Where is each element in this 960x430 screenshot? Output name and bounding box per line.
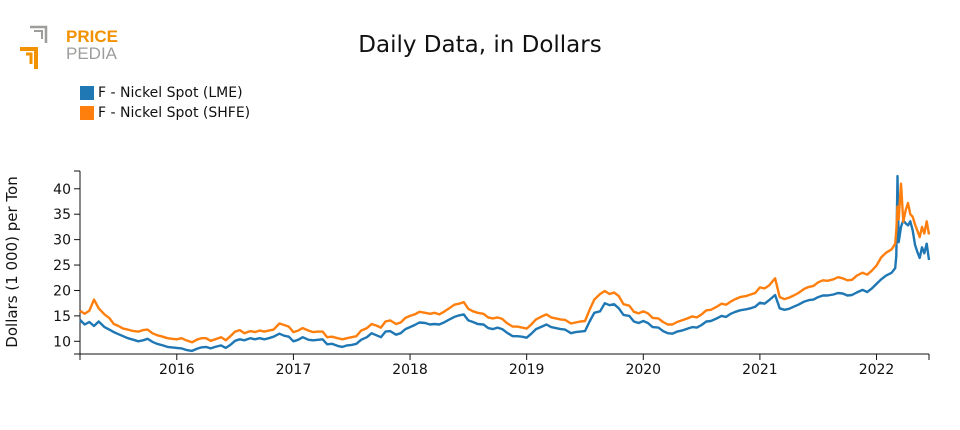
y-tick-label: 10	[53, 334, 71, 350]
x-axis: 2016 2017 2018 2019 2020 2021 2022	[79, 353, 930, 378]
x-tick-2018: 2018	[392, 354, 428, 378]
x-tick-label: 2022	[859, 362, 895, 378]
y-tick-20: 20	[53, 283, 80, 299]
y-axis-label: Dollars (1 000) per Ton	[3, 176, 21, 347]
legend-item-lme[interactable]: F - Nickel Spot (LME)	[80, 83, 250, 103]
x-tick-label: 2019	[509, 362, 545, 378]
x-tick-label: 2016	[159, 362, 195, 378]
x-tick-2022: 2022	[859, 354, 895, 378]
legend-item-shfe[interactable]: F - Nickel Spot (SHFE)	[80, 103, 250, 123]
x-tick-label: 2021	[742, 362, 778, 378]
y-tick-label: 40	[53, 182, 71, 198]
y-tick-30: 30	[53, 233, 80, 249]
x-tick-2016: 2016	[159, 354, 195, 378]
chart-title: Daily Data, in Dollars	[358, 32, 602, 58]
logo-mark-gray	[30, 25, 48, 43]
logo-mark-orange-inner	[26, 52, 33, 64]
y-axis: 10 15 20 25 30 35 40	[53, 170, 81, 355]
x-tick-2021: 2021	[742, 354, 778, 378]
x-tick-label: 2018	[392, 362, 428, 378]
logo-mark-gray-inner	[34, 30, 43, 39]
y-tick-40: 40	[53, 182, 80, 198]
logo-mark-orange	[20, 47, 38, 69]
y-tick-label: 30	[53, 233, 71, 249]
legend-swatch-lme	[80, 86, 94, 100]
series-line-lme	[79, 174, 931, 353]
x-tick-2020: 2020	[625, 354, 661, 378]
legend-label-shfe: F - Nickel Spot (SHFE)	[98, 105, 251, 121]
x-tick-label: 2017	[276, 362, 312, 378]
y-tick-label: 35	[53, 207, 71, 223]
pricepedia-logo: PRICE PEDIA	[18, 24, 128, 74]
legend-label-lme: F - Nickel Spot (LME)	[98, 85, 243, 101]
y-tick-25: 25	[53, 258, 80, 274]
series-lines	[79, 174, 931, 353]
y-tick-35: 35	[53, 207, 80, 223]
series-line-shfe	[79, 182, 931, 344]
x-tick-2019: 2019	[509, 354, 545, 378]
y-tick-15: 15	[53, 309, 80, 325]
y-tick-label: 15	[53, 309, 71, 325]
legend-swatch-shfe	[80, 106, 94, 120]
y-tick-10: 10	[53, 334, 80, 350]
legend: F - Nickel Spot (LME) F - Nickel Spot (S…	[80, 83, 250, 123]
y-tick-label: 20	[53, 283, 71, 299]
x-tick-2017: 2017	[276, 354, 312, 378]
logo-text-pedia: PEDIA	[66, 44, 118, 63]
logo-text-price: PRICE	[66, 27, 118, 46]
x-tick-label: 2020	[625, 362, 661, 378]
y-tick-label: 25	[53, 258, 71, 274]
